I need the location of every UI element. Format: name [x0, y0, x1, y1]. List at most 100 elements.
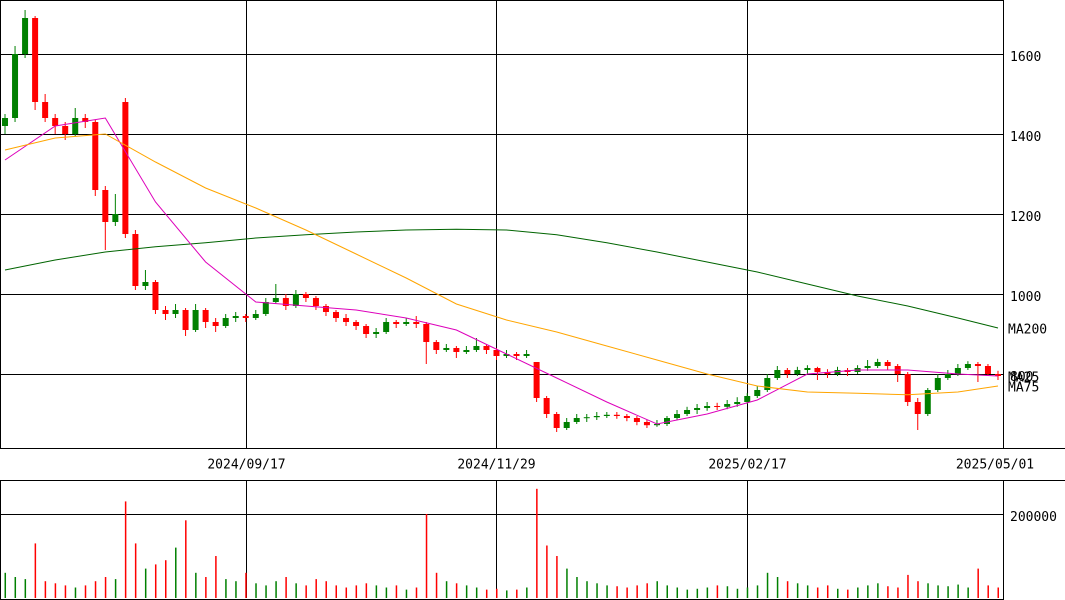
- candle-body: [994, 374, 1001, 376]
- candle-body: [322, 306, 329, 312]
- volume-bar: [516, 589, 518, 598]
- volume-bar: [265, 585, 267, 598]
- volume-bar: [746, 587, 749, 598]
- candle-body: [523, 354, 530, 356]
- volume-bar: [927, 583, 929, 598]
- candle-body: [493, 350, 500, 356]
- volume-bar: [34, 543, 37, 598]
- candle-body: [403, 322, 410, 324]
- volume-bar: [305, 585, 307, 598]
- y-tick-label: 1400: [1010, 130, 1041, 145]
- candle-body: [784, 370, 791, 374]
- volume-bar: [546, 545, 548, 598]
- volume-bar: [54, 583, 57, 598]
- candle-body: [714, 406, 721, 407]
- volume-bar: [455, 583, 458, 598]
- volume-bar: [144, 568, 147, 598]
- volume-bar: [977, 568, 979, 598]
- candle-body: [503, 354, 510, 356]
- candle-body: [333, 312, 340, 318]
- volume-bar: [395, 585, 398, 598]
- volume-bar: [465, 585, 468, 598]
- candle-body: [533, 362, 540, 398]
- volume-bar: [806, 585, 809, 598]
- candle-body: [252, 314, 259, 318]
- volume-bar: [345, 587, 348, 598]
- candle-body: [453, 348, 460, 352]
- candle-body: [373, 332, 380, 334]
- volume-bar: [646, 583, 648, 598]
- volume-bar: [917, 581, 919, 598]
- candle-body: [764, 378, 771, 390]
- candle-body: [613, 414, 620, 416]
- volume-bar: [877, 583, 879, 598]
- candle-body: [804, 368, 811, 370]
- x-tick-label: 2025/05/01: [956, 458, 1034, 473]
- volume-bar: [415, 587, 418, 598]
- candle-body: [52, 118, 59, 126]
- volume-bar: [847, 589, 849, 598]
- volume-bar: [215, 556, 217, 598]
- candle-body: [914, 402, 921, 414]
- candle-body: [874, 362, 881, 366]
- candle-body: [423, 324, 430, 342]
- volume-bar: [576, 577, 578, 598]
- y-tick-label: 1200: [1010, 210, 1041, 225]
- ma-line: [4, 228, 999, 329]
- volume-bar: [4, 572, 7, 598]
- volume-bar: [616, 586, 618, 598]
- volume-bar: [134, 543, 137, 598]
- candle-body: [473, 346, 480, 350]
- volume-bar: [325, 581, 327, 598]
- volume-bar: [997, 587, 999, 598]
- candle-body: [433, 342, 440, 350]
- candle-body: [593, 416, 600, 418]
- candle-body: [262, 302, 269, 314]
- volume-bar: [816, 587, 819, 598]
- volume-bar: [335, 585, 338, 598]
- candle-body: [112, 214, 119, 222]
- volume-bar: [164, 560, 167, 598]
- volume-bar: [114, 579, 117, 598]
- x-tick-label: 2024/09/17: [207, 458, 285, 473]
- candle-body: [824, 372, 831, 374]
- volume-bar: [24, 579, 27, 598]
- volume-bar: [596, 583, 598, 598]
- candle-body: [964, 364, 971, 368]
- volume-bar: [74, 587, 77, 598]
- volume-bar: [445, 581, 448, 598]
- candle-body: [734, 402, 741, 404]
- volume-bar: [375, 585, 378, 598]
- candle-body: [62, 126, 69, 134]
- candle-body: [864, 366, 871, 368]
- volume-bar: [365, 583, 368, 598]
- ma-line: [4, 117, 999, 425]
- legend-label: MA200: [1008, 323, 1047, 338]
- candle-body: [974, 364, 981, 366]
- candle-body: [553, 414, 560, 428]
- candle-body: [363, 326, 370, 334]
- candle-body: [292, 294, 299, 306]
- candle-body: [302, 294, 309, 298]
- volume-bar: [826, 585, 829, 598]
- volume-bar: [716, 585, 719, 598]
- volume-bar: [124, 501, 127, 598]
- candle-body: [694, 408, 701, 410]
- candle-body: [944, 374, 951, 378]
- candle-body: [142, 282, 149, 286]
- volume-bar: [255, 583, 257, 598]
- candle-body: [182, 310, 189, 330]
- volume-bar: [526, 587, 528, 598]
- volume-bar: [706, 587, 709, 598]
- candle-body: [744, 396, 751, 402]
- candle-body: [674, 414, 681, 418]
- volume-bar: [355, 585, 358, 598]
- candle-body: [192, 310, 199, 330]
- candle-body: [573, 418, 580, 422]
- candle-body: [282, 298, 289, 306]
- volume-bar: [606, 585, 608, 598]
- candle-body: [393, 322, 400, 324]
- volume-bar: [887, 586, 889, 598]
- volume-bar: [736, 588, 739, 598]
- volume-bar: [495, 588, 498, 598]
